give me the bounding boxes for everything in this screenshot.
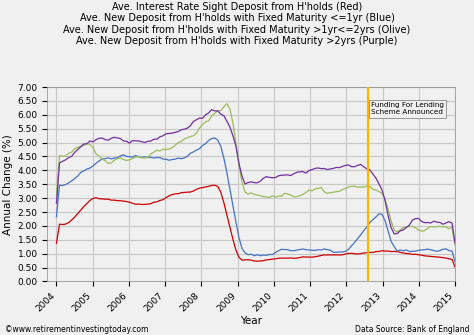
Text: ©www.retirementinvestingtoday.com: ©www.retirementinvestingtoday.com (5, 325, 148, 334)
Text: Funding For Lending
Scheme Announced: Funding For Lending Scheme Announced (371, 103, 444, 115)
Text: Data Source: Bank of England: Data Source: Bank of England (355, 325, 469, 334)
X-axis label: Year: Year (240, 317, 262, 326)
Text: Ave. Interest Rate Sight Deposit from H'holds (Red)
Ave. New Deposit from H'hold: Ave. Interest Rate Sight Deposit from H'… (64, 2, 410, 47)
Y-axis label: Annual Change (%): Annual Change (%) (3, 134, 13, 234)
